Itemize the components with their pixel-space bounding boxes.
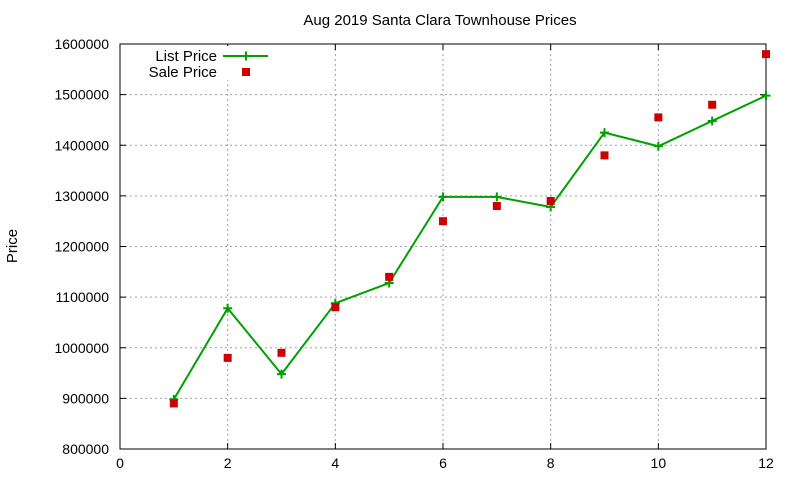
y-tick-label: 1400000 [54,137,109,153]
sale-price-point [385,272,394,281]
list-price-point [761,91,771,101]
sale-price-point [169,399,178,408]
x-tick-label: 6 [439,455,447,471]
sale-price-point [546,196,555,205]
list-price-point [600,128,609,138]
x-tick-label: 12 [758,455,774,471]
legend-marker-sale-price [242,68,250,76]
x-tick-label: 0 [116,455,124,471]
sale-price-point [762,50,770,59]
sale-price-point [492,202,501,210]
sale-price-point [708,100,717,109]
list-price-point [492,192,502,202]
y-tick-label: 1300000 [54,188,109,204]
series-layer [169,50,771,408]
list-price-point [653,141,663,151]
legend: List Price Sale Price [140,46,275,81]
axis-ticks: 0 2 4 6 8 10 12 800000 900000 1000000 1100000 12000… [54,36,774,471]
legend-background [140,46,275,80]
chart-title: Aug 2019 Santa Clara Townhouse Prices [303,12,576,29]
list-price-point [438,192,448,202]
y-tick-label: 1600000 [54,36,109,52]
sale-price-point [439,217,447,226]
y-tick-label: 1000000 [54,340,109,356]
sale-price-point [277,348,286,357]
y-axis-label: Price [4,229,21,263]
x-tick-label: 4 [331,455,339,471]
list-price-point [223,303,233,313]
y-tick-label: 800000 [62,441,109,457]
sale-price-point [223,353,232,362]
y-tick-label: 900000 [62,390,109,406]
x-tick-label: 8 [547,455,555,471]
list-price-point [707,116,717,126]
y-tick-label: 1100000 [56,289,110,305]
grid-lines [120,44,766,449]
sale-price-point [331,303,340,312]
x-tick-label: 2 [224,455,232,471]
legend-marker-list-price [241,51,251,61]
sale-price-point [654,113,663,122]
list-price-line [172,94,767,400]
sale-price-point [600,151,609,160]
legend-label-sale-price: Sale Price [149,64,217,81]
legend-label-list-price: List Price [155,48,217,65]
x-tick-label: 10 [651,455,667,471]
y-tick-label: 1200000 [54,239,109,255]
y-tick-label: 1500000 [54,87,109,103]
list-price-point [277,369,286,379]
